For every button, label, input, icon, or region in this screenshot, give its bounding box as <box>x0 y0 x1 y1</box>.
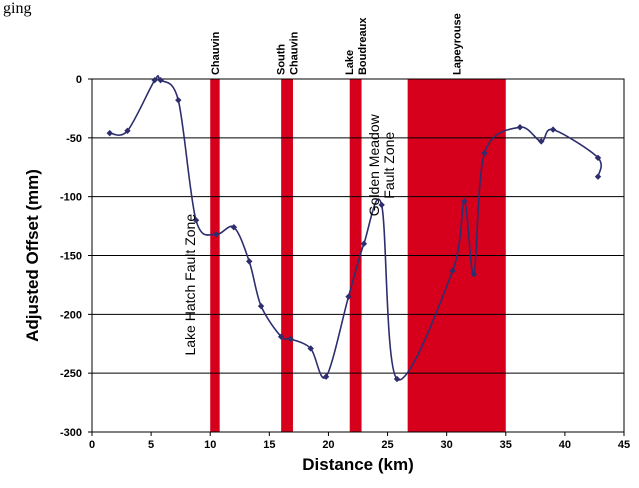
zone-label: Lake <box>344 50 356 75</box>
data-point <box>516 124 524 131</box>
y-tick-label: -50 <box>66 133 82 145</box>
axis-ticks: 0 -50 -100 -150 -200 -250 -300 0 5 10 15 20 25 30 35 40… <box>60 74 630 451</box>
data-point <box>287 335 294 343</box>
data-points <box>106 76 602 383</box>
y-tick-label: 0 <box>76 74 82 86</box>
zone-label: Chauvin <box>210 31 222 75</box>
data-point <box>151 76 158 84</box>
y-axis-title: Adjusted Offset (mm) <box>23 169 42 342</box>
fault-zone-annotation: Fault Zone <box>381 132 397 199</box>
gridlines <box>92 137 624 374</box>
zone-label: Chauvin <box>289 31 301 75</box>
x-tick-label: 20 <box>322 439 334 451</box>
data-point <box>461 198 468 205</box>
series-path <box>109 74 602 381</box>
zone-label: South <box>276 44 288 75</box>
zone-label: Boudreaux <box>357 17 369 75</box>
data-point <box>230 224 238 231</box>
data-point <box>538 138 545 145</box>
y-tick-label: -100 <box>60 192 82 204</box>
zone-labels: Chauvin South Chauvin Lake Boudreaux Lapeyrou… <box>210 13 464 75</box>
data-point <box>124 127 131 134</box>
data-point <box>322 373 330 380</box>
y-tick-label: -250 <box>60 368 82 380</box>
x-tick-label: 0 <box>89 439 95 451</box>
y-tick-label: -300 <box>60 427 82 439</box>
data-point <box>246 258 253 265</box>
caption-fragment: ging <box>3 0 31 17</box>
x-tick-label: 35 <box>500 439 512 451</box>
data-point <box>175 96 182 104</box>
x-tick-label: 15 <box>263 439 275 451</box>
data-point <box>345 293 352 300</box>
zone-label: Lapeyrouse <box>452 13 464 75</box>
data-point <box>106 129 113 137</box>
x-axis-title: Distance (km) <box>302 455 413 474</box>
x-tick-label: 5 <box>148 439 154 451</box>
data-point <box>360 240 368 247</box>
data-point <box>157 76 164 84</box>
y-tick-label: -150 <box>60 251 82 263</box>
data-point <box>481 149 488 157</box>
x-tick-label: 45 <box>618 439 630 451</box>
x-tick-label: 40 <box>559 439 571 451</box>
data-point <box>378 201 385 209</box>
data-point <box>549 126 557 133</box>
data-point <box>277 333 285 340</box>
fault-zone-annotation: Lake Hatch Fault Zone <box>182 214 198 356</box>
fault-annotations: Lake Hatch Fault Zone Golden Meadow Fault … <box>182 113 397 355</box>
fault-zone-annotation: Golden Meadow <box>366 113 382 216</box>
data-point <box>470 271 478 278</box>
x-tick-label: 25 <box>381 439 393 451</box>
x-tick-label: 10 <box>204 439 216 451</box>
data-point <box>192 217 200 224</box>
x-tick-label: 30 <box>441 439 453 451</box>
data-point <box>594 154 602 162</box>
data-point <box>594 173 602 180</box>
data-point <box>212 231 220 238</box>
data-point <box>393 375 401 383</box>
series-line <box>109 74 602 381</box>
data-point <box>449 267 456 274</box>
y-tick-label: -200 <box>60 309 82 321</box>
data-point <box>257 302 265 310</box>
data-point <box>307 345 314 352</box>
